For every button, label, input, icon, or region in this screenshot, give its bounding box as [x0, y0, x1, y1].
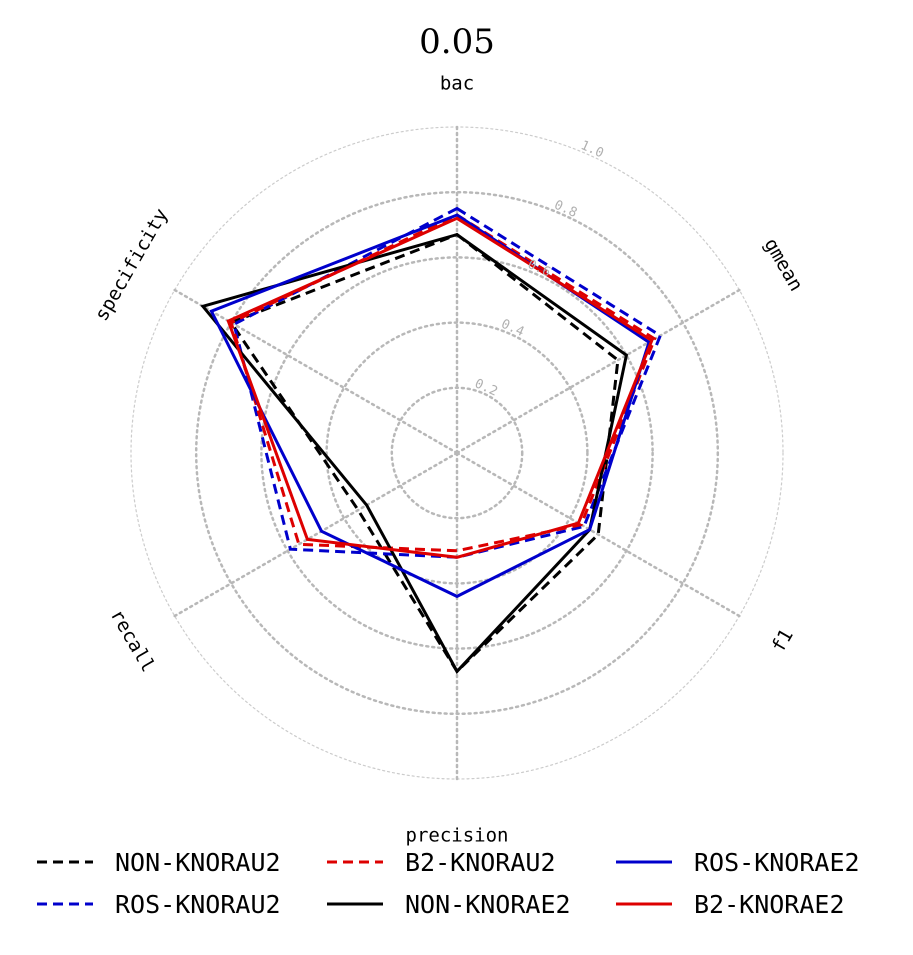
radar-grid: [130, 125, 784, 781]
grid-circle: [325, 321, 589, 585]
grid-circle: [260, 256, 654, 650]
tick-label: 1.0: [578, 138, 606, 161]
legend-label: B2-KNORAE2: [694, 890, 845, 919]
radar-series: [200, 206, 663, 674]
legend-label: ROS-KNORAE2: [694, 848, 860, 877]
legend-label: ROS-KNORAU2: [115, 890, 281, 919]
series-line: [200, 232, 629, 674]
chart-title: 0.05: [419, 22, 495, 62]
grid-spoke: [173, 451, 459, 618]
axis-label: bac: [440, 73, 474, 95]
legend-label: NON-KNORAE2: [405, 890, 571, 919]
axis-label: recall: [106, 606, 159, 676]
grid-spoke: [173, 288, 459, 455]
tick-label: 0.4: [499, 317, 527, 340]
axis-label: precision: [406, 825, 509, 847]
axis-label: f1: [767, 625, 797, 656]
series-line: [209, 213, 651, 599]
tick-labels: 0.20.40.60.81.0: [472, 138, 606, 400]
series-line: [229, 213, 657, 553]
axis-label: gmean: [760, 234, 808, 295]
tick-label: 0.8: [552, 198, 580, 221]
series-line: [228, 232, 620, 674]
axis-labels: bac gmean f1 precision recall specificity: [91, 73, 808, 847]
legend-label: B2-KNORAU2: [405, 848, 556, 877]
series-line: [226, 216, 654, 559]
grid-spoke: [455, 451, 741, 618]
tick-label: 0.2: [472, 376, 500, 399]
grid-spoke: [455, 288, 741, 455]
axis-label: specificity: [91, 205, 173, 325]
legend-label: NON-KNORAU2: [115, 848, 281, 877]
legend: NON-KNORAU2 ROS-KNORAU2 B2-KNORAU2 NON-KNOR…: [37, 848, 860, 919]
